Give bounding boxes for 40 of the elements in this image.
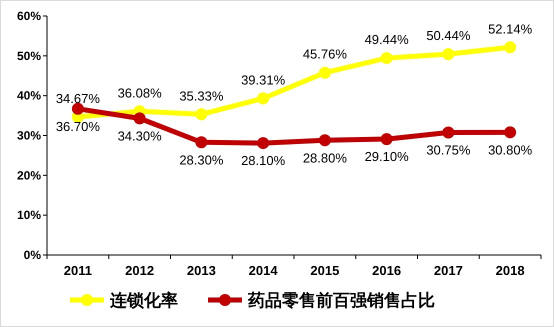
point <box>257 137 270 150</box>
data-label: 34.67% <box>56 90 100 106</box>
data-label: 52.14% <box>488 21 533 36</box>
point <box>257 92 270 104</box>
point <box>380 52 393 64</box>
point <box>504 126 516 138</box>
data-label: 30.80% <box>488 142 533 158</box>
x-tick-label: 2013 <box>186 263 216 278</box>
data-label: 29.10% <box>364 149 410 164</box>
point <box>195 136 208 148</box>
point <box>134 112 146 124</box>
data-label: 28.30% <box>179 152 224 168</box>
data-label: 39.31% <box>241 72 286 88</box>
data-label: 30.75% <box>426 142 471 158</box>
data-label: 50.44% <box>426 28 471 44</box>
point <box>72 102 84 115</box>
data-label: 36.70% <box>56 118 100 134</box>
point <box>195 108 208 120</box>
point <box>380 133 393 146</box>
point <box>318 66 331 79</box>
point <box>318 134 331 146</box>
point <box>442 126 454 139</box>
data-label: 28.80% <box>302 150 348 166</box>
legend-label: 连锁化率 <box>109 291 178 310</box>
x-tick-label: 2017 <box>434 263 463 278</box>
data-label: 45.76% <box>302 46 348 62</box>
x-tick-label: 2016 <box>372 263 402 278</box>
point <box>442 48 454 60</box>
legend-label: 药品零售前百强销售占比 <box>247 291 435 310</box>
data-label: 36.08% <box>118 85 162 100</box>
x-tick-label: 2011 <box>64 263 92 278</box>
x-tick-label: 2014 <box>248 263 278 278</box>
data-label: 34.30% <box>118 128 162 144</box>
x-tick-label: 2015 <box>310 263 340 278</box>
data-label: 35.33% <box>179 88 224 104</box>
data-label: 28.10% <box>241 153 286 168</box>
x-tick-label: 2012 <box>125 263 154 278</box>
data-label: 49.44% <box>364 32 410 48</box>
point <box>504 41 516 54</box>
x-tick-label: 2018 <box>496 263 525 278</box>
